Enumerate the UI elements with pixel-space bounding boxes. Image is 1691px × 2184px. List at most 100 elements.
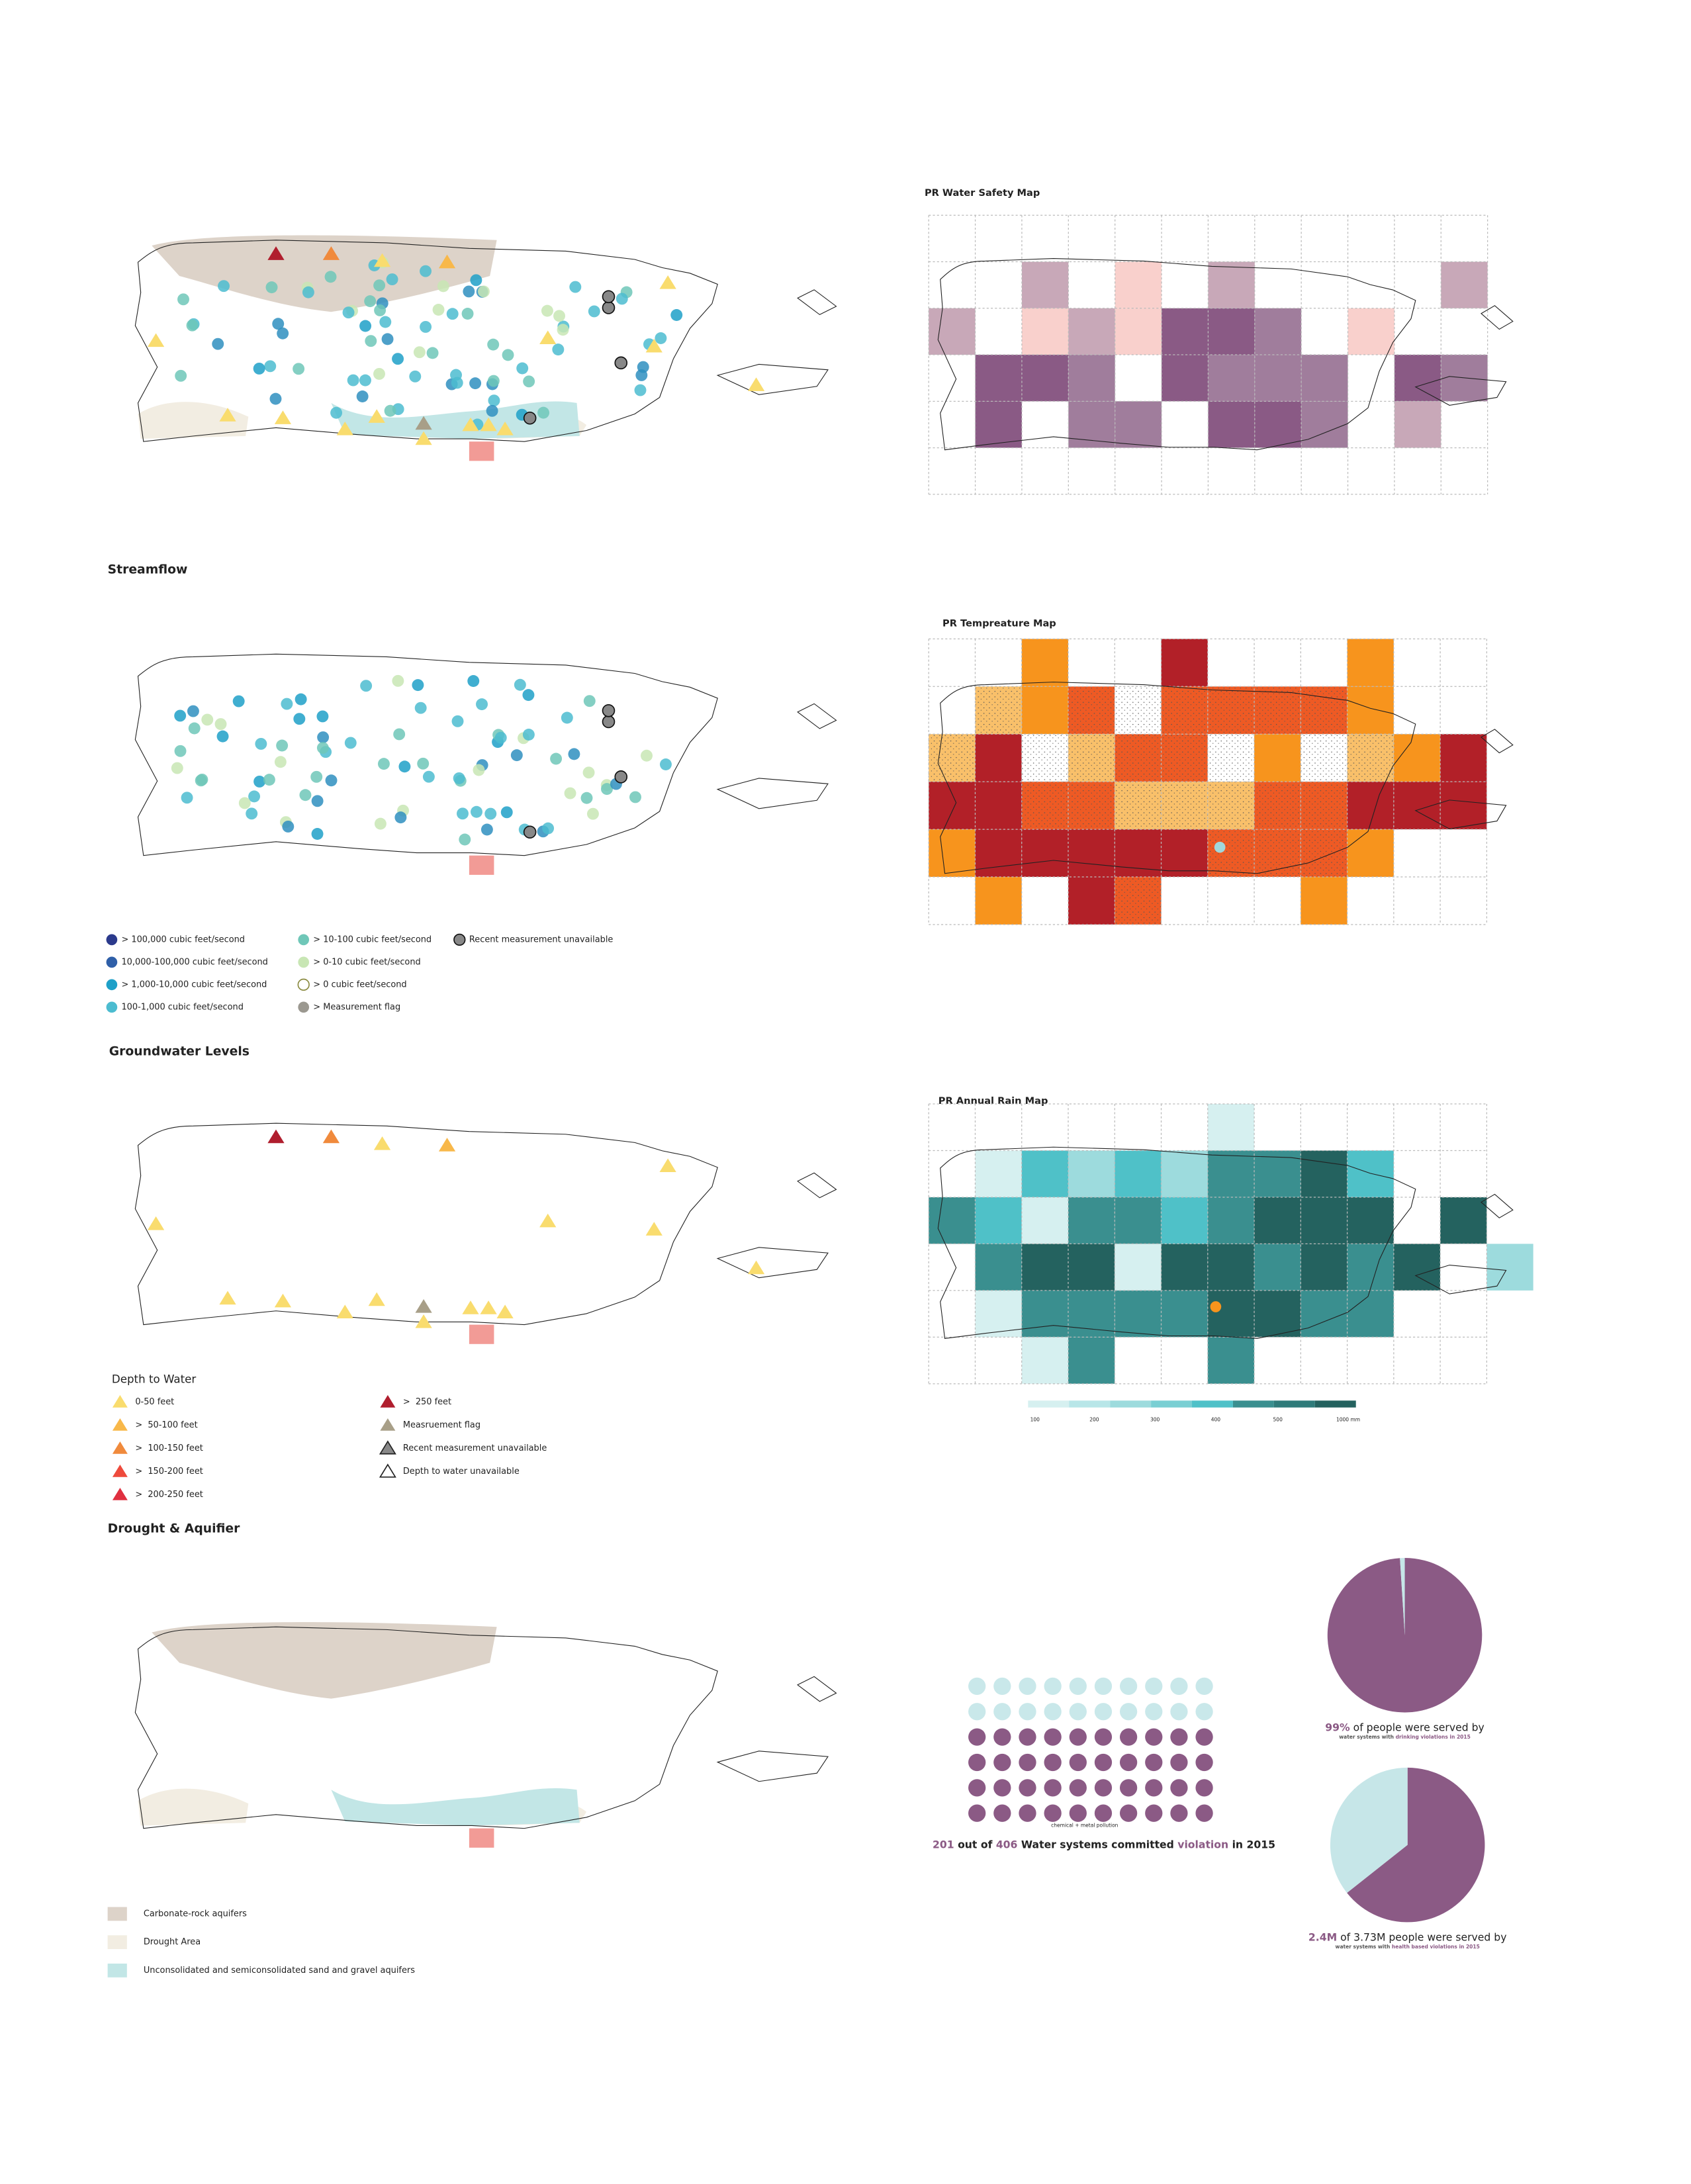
grid-texture: [1301, 734, 1348, 782]
site-marker: [469, 855, 494, 875]
system-dot: [1044, 1753, 1062, 1772]
stream-gauge: [359, 374, 371, 387]
stream-gauge: [181, 792, 193, 804]
grid-cell: [1068, 877, 1115, 925]
stream-gauge: [377, 758, 390, 770]
pie-slice: [1327, 1557, 1483, 1713]
stream-gauge: [263, 774, 275, 786]
system-dot: [1119, 1677, 1138, 1696]
grid-cell: [1021, 1337, 1068, 1384]
triangle-marker: [415, 431, 432, 445]
summary-part: 406: [996, 1838, 1018, 1850]
grid-cell: [1208, 355, 1255, 402]
grid-cell: [1115, 829, 1162, 878]
grid-cell: [1301, 355, 1348, 402]
stream-gauge: [564, 787, 576, 799]
system-dot: [968, 1728, 986, 1746]
system-dot: [1170, 1728, 1188, 1746]
grid-cell: [975, 734, 1022, 782]
stream-gauge: [614, 356, 628, 370]
stream-gauge: [253, 775, 266, 788]
stream-gauge: [214, 718, 227, 731]
stream-gauge: [316, 710, 329, 723]
legend-label: Measruement flag: [403, 1420, 480, 1430]
triangle-marker: [659, 275, 676, 289]
system-dot: [1145, 1753, 1163, 1772]
stream-gauge: [583, 695, 596, 707]
caption-part: water systems with: [1336, 1944, 1392, 1950]
stream-gauge: [494, 731, 507, 744]
grid-cell: [1254, 355, 1302, 402]
stream-gauge: [561, 711, 573, 724]
legend-swatch: [298, 1001, 310, 1013]
system-dot: [1019, 1677, 1036, 1696]
stream-gauge: [394, 811, 407, 824]
system-dot: [1145, 1804, 1163, 1822]
stream-gauge: [569, 281, 582, 293]
grid-cell: [975, 1197, 1022, 1244]
stream-gauge: [420, 265, 432, 277]
carbonate-aquifer: [152, 1621, 497, 1699]
island-map: [134, 653, 837, 875]
grid-cell: [1440, 782, 1487, 830]
stream-gauge: [302, 286, 314, 298]
legend-label: > 200-250 feet: [135, 1490, 203, 1500]
stream-gauge: [311, 795, 324, 807]
grid-cell: [975, 877, 1022, 925]
stream-gauge: [188, 722, 201, 735]
legend-swatch: [297, 978, 310, 991]
triangle-marker: [496, 421, 514, 435]
stream-gauge: [281, 698, 293, 710]
legend-label: > 10-100 cubic feet/second: [313, 934, 432, 944]
grid-cell: [1254, 1244, 1301, 1291]
triangle-marker: [147, 1216, 165, 1230]
stream-gauge: [392, 353, 404, 365]
map-title: PR Tempreature Map: [942, 617, 1056, 629]
legend-swatch: [380, 1418, 396, 1431]
legend-label: Recent measurement unavailable: [469, 934, 614, 944]
grid-map: [928, 1103, 1533, 1385]
system-dot: [1195, 1779, 1213, 1797]
site-marker: [469, 1828, 494, 1848]
legend-swatch: [112, 1488, 128, 1500]
grid-texture: [1207, 734, 1255, 782]
legend-swatch: [112, 1418, 128, 1431]
stream-gauge: [393, 728, 406, 741]
grid-cell: [1393, 1244, 1441, 1291]
grid-cell: [1347, 639, 1394, 687]
stream-gauge: [398, 760, 411, 773]
rain-scale: [1232, 1400, 1274, 1408]
grid-cell: [1301, 1244, 1348, 1291]
grid-cell: [1394, 401, 1441, 448]
caption-part: of 3.73M people were served by: [1337, 1931, 1506, 1943]
system-dot: [1195, 1804, 1213, 1822]
grid-cell: [1347, 782, 1394, 830]
stream-gauge: [374, 817, 387, 830]
rain-scale: [1314, 1400, 1356, 1408]
stream-gauge: [347, 374, 359, 387]
stream-gauge: [568, 748, 580, 760]
grid-cell: [1440, 1244, 1487, 1291]
grid-cell: [1440, 1197, 1487, 1244]
grid-cell: [1161, 829, 1208, 878]
system-dot: [1094, 1677, 1113, 1696]
rain-scale: [1273, 1400, 1315, 1408]
stream-gauge: [476, 698, 488, 711]
grid-texture: [1301, 686, 1348, 735]
stream-gauge: [523, 375, 535, 388]
legend-swatch: [107, 1963, 127, 1978]
stream-gauge: [175, 369, 187, 382]
grid-texture: [1301, 829, 1348, 878]
legend-swatch: [112, 1465, 128, 1477]
stream-gauge: [386, 273, 398, 286]
stream-gauge: [212, 338, 224, 350]
caption-part: of people were served by: [1350, 1721, 1485, 1733]
stream-gauge: [542, 822, 555, 835]
stream-gauge: [655, 332, 667, 344]
stream-gauge: [659, 758, 672, 770]
grid-texture: [1301, 782, 1348, 830]
stream-gauge: [629, 791, 641, 803]
grid-texture: [1115, 782, 1162, 830]
stream-gauge: [522, 689, 535, 702]
grid-cell: [1393, 734, 1441, 782]
